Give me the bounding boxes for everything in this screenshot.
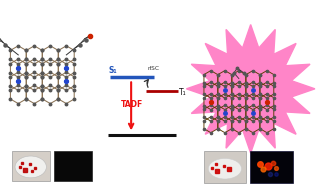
Ellipse shape [208,158,241,179]
Bar [54,151,92,181]
Bar [204,151,246,183]
Polygon shape [186,25,315,153]
Text: T₁: T₁ [179,88,187,97]
Text: S₁: S₁ [109,66,118,75]
Bar [250,151,293,183]
Text: rISC: rISC [147,66,160,71]
Text: TADF: TADF [121,100,143,109]
Ellipse shape [15,156,46,178]
Bar [12,151,50,181]
